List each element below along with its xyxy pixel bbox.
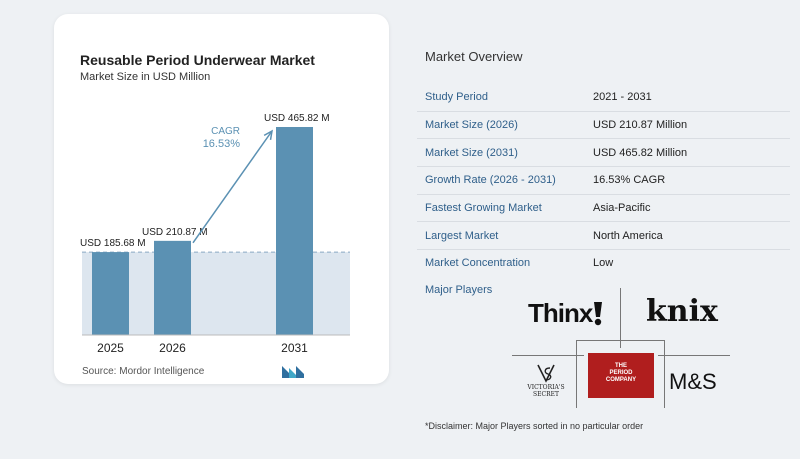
overview-row: Largest Market North America (417, 222, 790, 251)
chart-card: Reusable Period Underwear Market Market … (54, 14, 389, 384)
divider (576, 340, 665, 341)
cagr-arrow-line (192, 130, 273, 244)
value-label-2025: USD 185.68 M (80, 238, 146, 249)
overview-value: USD 210.87 Million (593, 119, 688, 132)
cagr-value: 16.53% (203, 138, 241, 150)
mordor-logo-icon (282, 366, 304, 378)
period-company-line3: COMPANY (605, 377, 637, 383)
divider (664, 340, 665, 408)
overview-title: Market Overview (425, 49, 523, 64)
vs-name-line2: SECRET (533, 391, 559, 398)
overview-value: Low (593, 257, 614, 270)
overview-row: Study Period 2021 - 2031 (417, 84, 790, 112)
category-label-2025: 2025 (97, 341, 124, 355)
chart-subtitle: Market Size in USD Million (80, 71, 211, 83)
overview-value: North America (593, 229, 663, 242)
chart-source: Source: Mordor Intelligence (82, 366, 205, 377)
divider (620, 288, 621, 348)
period-company-line2: PERIOD (609, 370, 633, 376)
period-company-logo: THE PERIOD COMPANY (588, 353, 654, 398)
chart-title: Reusable Period Underwear Market (80, 52, 315, 68)
overview-label: Study Period (425, 91, 488, 104)
knix-logo: knix (646, 294, 718, 329)
category-label-2031: 2031 (281, 341, 308, 355)
disclaimer: *Disclaimer: Major Players sorted in no … (425, 421, 644, 431)
value-label-2031: USD 465.82 M (264, 113, 330, 124)
bar-2031 (276, 127, 313, 335)
victorias-secret-logo: VICTORIA'S SECRET (526, 362, 566, 398)
bar-2026 (154, 240, 191, 335)
overview-value: 2021 - 2031 (593, 91, 652, 104)
thinx-mark-icon (594, 302, 602, 326)
period-company-line1: THE (615, 363, 627, 369)
overview-row: Fastest Growing Market Asia-Pacific (417, 195, 790, 223)
overview-label: Market Size (2026) (425, 119, 518, 132)
overview-label: Largest Market (425, 229, 499, 242)
overview-label: Market Size (2031) (425, 146, 518, 159)
overview-table: Study Period 2021 - 2031 Market Size (20… (417, 84, 790, 277)
divider (512, 355, 584, 356)
divider (658, 355, 730, 356)
vs-name-line1: VICTORIA'S (527, 384, 565, 391)
overview-label: Growth Rate (2026 - 2031) (425, 174, 556, 187)
overview-row: Market Concentration Low (417, 250, 790, 277)
overview-value: Asia-Pacific (593, 202, 651, 215)
cagr-label: CAGR (211, 126, 240, 137)
overview-row: Growth Rate (2026 - 2031) 16.53% CAGR (417, 167, 790, 195)
overview-label: Market Concentration (425, 257, 531, 270)
overview-row: Market Size (2031) USD 465.82 Million (417, 139, 790, 168)
overview-label: Fastest Growing Market (425, 202, 542, 215)
value-label-2026: USD 210.87 M (142, 227, 208, 238)
overview-row: Market Size (2026) USD 210.87 Million (417, 112, 790, 140)
overview-value: 16.53% CAGR (593, 174, 666, 187)
cagr-arrow-head (263, 129, 273, 141)
major-players-label: Major Players (425, 284, 493, 296)
thinx-logo: Thinx (528, 298, 593, 328)
divider (576, 340, 577, 408)
vs-monogram-icon (537, 364, 555, 383)
bar-2025 (92, 252, 129, 335)
category-label-2026: 2026 (159, 341, 186, 355)
ms-logo: M&S (669, 369, 717, 394)
overview-value: USD 465.82 Million (593, 146, 688, 159)
